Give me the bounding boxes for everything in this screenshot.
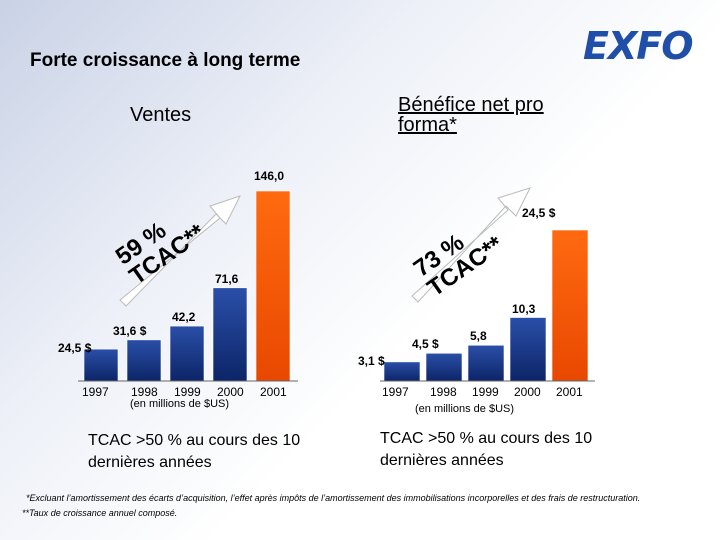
bar-sales-2000: [212, 287, 248, 382]
sales-heading: Ventes: [130, 104, 192, 126]
value-label: 42,2: [172, 310, 196, 325]
tick-label: 2001: [556, 385, 583, 399]
bar-sales-2001: [255, 190, 291, 382]
caption-left: TCAC >50 % au cours des 10 dernières ann…: [88, 432, 301, 471]
value-label: 146,0: [254, 169, 285, 183]
footnote-2: **Taux de croissance annuel composé.: [22, 508, 178, 518]
slide-title: Forte croissance à long terme: [30, 50, 301, 71]
value-label: 4,5 $: [412, 337, 439, 352]
bar-income-1999: [467, 344, 505, 382]
bar-income-1998: [425, 352, 463, 382]
bar-sales-1997: [83, 348, 119, 382]
exfo-logo: EXFO: [583, 24, 694, 68]
bar-income-2000: [509, 317, 547, 382]
growth-arrow-right: [411, 187, 531, 303]
tick-label: 1998: [430, 385, 457, 399]
value-label: 31,6 $: [113, 323, 147, 338]
tick-label: 1999: [472, 385, 499, 399]
tick-label: 2001: [260, 385, 287, 399]
tick-label: 2000: [514, 385, 541, 399]
net-income-heading: Bénéfice net pro forma*: [398, 94, 544, 136]
value-label: 3,1 $: [358, 353, 385, 368]
tick-label: 1998: [131, 385, 158, 399]
footnote-1: *Excluant l’amortissement des écarts d’a…: [26, 493, 641, 503]
bar-income-2001: [551, 229, 589, 382]
tick-label: 1999: [174, 385, 201, 399]
tick-label: 2000: [217, 385, 244, 399]
bar-income-1997: [383, 361, 421, 382]
unit-note-left: (en millions de $US): [130, 398, 230, 410]
bar-sales-1998: [126, 339, 162, 382]
value-label: 24,5 $: [522, 206, 556, 220]
bar-sales-1999: [169, 325, 205, 382]
caption-right: TCAC >50 % au cours des 10 dernières ann…: [380, 430, 593, 469]
tick-label: 1997: [82, 385, 109, 399]
value-label: 10,3: [512, 301, 536, 316]
unit-note-right: (en millions de $US): [415, 403, 515, 415]
tick-label: 1997: [382, 385, 409, 399]
value-label: 5,8: [470, 329, 487, 344]
value-label: 71,6: [215, 271, 239, 286]
growth-arrow-left: [119, 195, 241, 307]
value-label: 24,5 $: [58, 341, 92, 356]
